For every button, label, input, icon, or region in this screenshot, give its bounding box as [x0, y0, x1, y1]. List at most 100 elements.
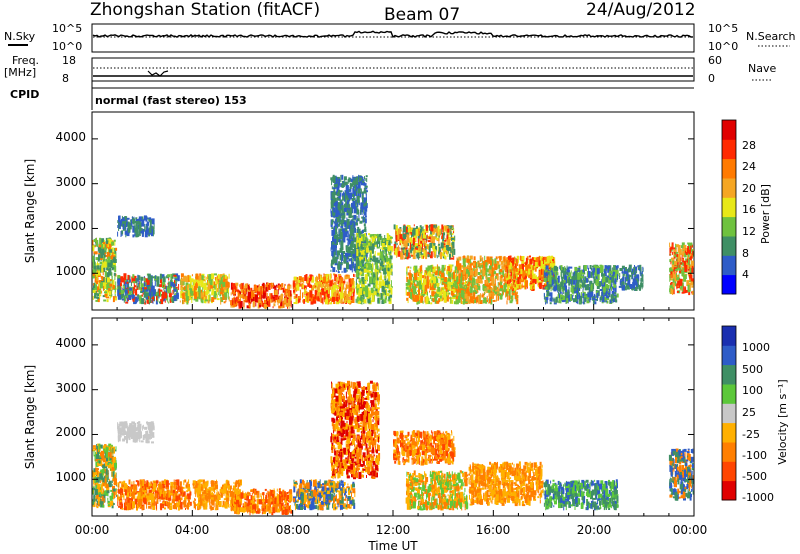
data-cell [396, 243, 398, 246]
data-cell [544, 296, 546, 303]
data-cell [104, 291, 107, 294]
data-cell [446, 269, 449, 275]
data-cell [386, 255, 389, 262]
data-cell [98, 270, 101, 276]
data-cell [361, 254, 364, 257]
data-cell [360, 207, 364, 213]
data-cell [419, 280, 421, 286]
data-cell [238, 299, 241, 302]
data-cell [230, 292, 232, 296]
data-cell [233, 296, 235, 299]
data-cell [323, 291, 327, 296]
data-cell [331, 253, 334, 258]
data-cell [118, 227, 120, 231]
data-cell [331, 219, 334, 223]
data-cell [242, 285, 245, 293]
data-cell [488, 269, 492, 275]
data-cell [507, 269, 509, 275]
data-cell [334, 201, 338, 206]
data-cell [443, 232, 446, 236]
data-cell [472, 262, 475, 266]
data-cell [560, 296, 562, 304]
data-cell [348, 191, 350, 199]
data-cell [416, 302, 419, 305]
data-cell [297, 277, 299, 283]
data-cell [432, 236, 436, 240]
data-cell [317, 284, 320, 290]
data-cell [336, 217, 338, 222]
data-cell [381, 301, 385, 304]
data-cell [453, 228, 455, 234]
data-cell [350, 179, 353, 183]
data-cell [334, 219, 337, 226]
data-cell [384, 271, 386, 279]
data-cell [355, 239, 359, 247]
data-cell [262, 292, 266, 299]
data-cell [363, 223, 366, 227]
data-cell [149, 296, 150, 303]
data-cell [283, 290, 287, 293]
data-cell [155, 275, 157, 280]
data-cell [339, 292, 343, 299]
data-cell [420, 228, 424, 232]
data-cell [443, 229, 445, 233]
data-cell [471, 279, 474, 287]
data-cell [421, 264, 423, 271]
data-cell [273, 303, 276, 307]
data-cell [486, 272, 488, 277]
data-cell [377, 297, 381, 304]
data-cell [493, 273, 495, 276]
data-cell [345, 274, 349, 277]
data-cell [491, 259, 494, 267]
data-cell [358, 294, 362, 301]
data-cell [355, 186, 359, 190]
data-cell [190, 278, 194, 283]
data-cell [330, 213, 333, 218]
data-cell [269, 297, 271, 303]
data-cell [98, 290, 101, 294]
freq-label: Freq. [12, 54, 39, 67]
data-cell [509, 269, 512, 273]
data-cell [397, 228, 401, 236]
data-cell [449, 228, 450, 233]
data-cell [259, 302, 261, 305]
data-cell [440, 228, 442, 234]
data-cell [371, 237, 375, 243]
data-cell [189, 288, 192, 294]
data-cell [170, 296, 172, 303]
data-cell [146, 216, 148, 222]
data-cell [103, 256, 106, 262]
data-cell [550, 292, 553, 300]
data-cell [327, 277, 329, 280]
data-cell [588, 267, 589, 271]
data-cell [425, 224, 428, 231]
data-cell [472, 277, 475, 282]
data-cell [526, 286, 528, 289]
data-cell [406, 243, 410, 247]
data-cell [295, 279, 298, 285]
data-cell [503, 265, 506, 268]
data-cell [121, 233, 123, 236]
data-cell [348, 258, 351, 262]
data-cell [365, 187, 368, 190]
data-cell [117, 294, 121, 300]
data-cell [280, 299, 283, 307]
data-cell [356, 296, 359, 303]
data-cell [290, 284, 292, 289]
data-cell [123, 224, 124, 230]
data-cell [420, 234, 423, 240]
data-cell [441, 264, 445, 269]
data-cell [117, 278, 121, 284]
data-cell [309, 290, 313, 298]
data-cell [484, 287, 486, 294]
data-cell [454, 301, 457, 305]
data-cell [332, 209, 336, 216]
data-cell [480, 257, 482, 262]
data-cell [498, 295, 499, 301]
data-cell [351, 193, 355, 197]
data-cell [328, 283, 332, 290]
data-cell [469, 275, 473, 281]
data-cell [336, 192, 340, 197]
data-cell [408, 292, 411, 296]
data-cell [419, 266, 422, 273]
